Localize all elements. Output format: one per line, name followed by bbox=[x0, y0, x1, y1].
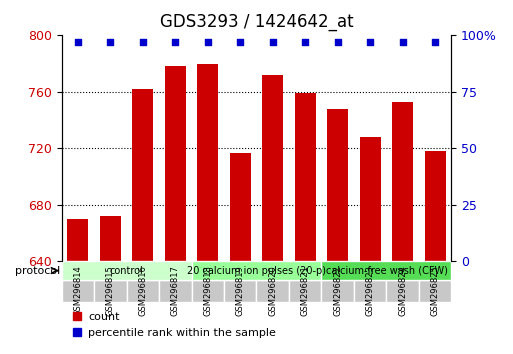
Point bbox=[171, 39, 180, 45]
Bar bbox=[262, 75, 283, 261]
FancyBboxPatch shape bbox=[256, 280, 289, 302]
Text: GSM296818: GSM296818 bbox=[203, 266, 212, 316]
Bar bbox=[230, 153, 251, 261]
Text: control: control bbox=[110, 266, 144, 275]
Bar bbox=[165, 67, 186, 261]
Bar bbox=[294, 93, 316, 261]
Text: GSM296825: GSM296825 bbox=[431, 266, 440, 316]
Legend: count, percentile rank within the sample: count, percentile rank within the sample bbox=[67, 308, 281, 342]
Bar bbox=[327, 109, 348, 261]
Bar bbox=[360, 137, 381, 261]
Text: GSM296820: GSM296820 bbox=[268, 266, 277, 316]
Point bbox=[269, 39, 277, 45]
Point bbox=[301, 39, 309, 45]
FancyBboxPatch shape bbox=[354, 280, 386, 302]
Bar bbox=[392, 102, 413, 261]
Text: 20 calcium ion pulses (20-p): 20 calcium ion pulses (20-p) bbox=[187, 266, 326, 275]
FancyBboxPatch shape bbox=[62, 261, 191, 280]
Text: GSM296824: GSM296824 bbox=[398, 266, 407, 316]
Text: calcium-free wash (CFW): calcium-free wash (CFW) bbox=[326, 266, 447, 275]
FancyBboxPatch shape bbox=[322, 261, 451, 280]
FancyBboxPatch shape bbox=[224, 280, 256, 302]
FancyBboxPatch shape bbox=[386, 280, 419, 302]
Bar bbox=[67, 219, 88, 261]
FancyBboxPatch shape bbox=[322, 280, 354, 302]
Point bbox=[333, 39, 342, 45]
Point bbox=[236, 39, 244, 45]
FancyBboxPatch shape bbox=[289, 280, 322, 302]
Bar bbox=[425, 151, 446, 261]
Point bbox=[74, 39, 82, 45]
Point bbox=[399, 39, 407, 45]
FancyBboxPatch shape bbox=[62, 280, 94, 302]
Text: GSM296814: GSM296814 bbox=[73, 266, 82, 316]
Point bbox=[139, 39, 147, 45]
Point bbox=[204, 39, 212, 45]
Text: GSM296823: GSM296823 bbox=[366, 266, 374, 316]
Title: GDS3293 / 1424642_at: GDS3293 / 1424642_at bbox=[160, 13, 353, 32]
Text: GSM296817: GSM296817 bbox=[171, 266, 180, 316]
Text: GSM296822: GSM296822 bbox=[333, 266, 342, 316]
Text: GSM296816: GSM296816 bbox=[139, 266, 147, 316]
FancyBboxPatch shape bbox=[94, 280, 127, 302]
FancyBboxPatch shape bbox=[419, 280, 451, 302]
FancyBboxPatch shape bbox=[159, 280, 191, 302]
Bar bbox=[132, 89, 153, 261]
FancyBboxPatch shape bbox=[191, 261, 322, 280]
Point bbox=[366, 39, 374, 45]
Point bbox=[106, 39, 114, 45]
Text: protocol: protocol bbox=[15, 266, 61, 275]
Bar bbox=[100, 216, 121, 261]
Bar bbox=[197, 64, 219, 261]
Text: GSM296815: GSM296815 bbox=[106, 266, 115, 316]
Text: GSM296821: GSM296821 bbox=[301, 266, 310, 316]
Point bbox=[431, 39, 439, 45]
FancyBboxPatch shape bbox=[127, 280, 159, 302]
Text: GSM296819: GSM296819 bbox=[236, 266, 245, 316]
FancyBboxPatch shape bbox=[191, 280, 224, 302]
